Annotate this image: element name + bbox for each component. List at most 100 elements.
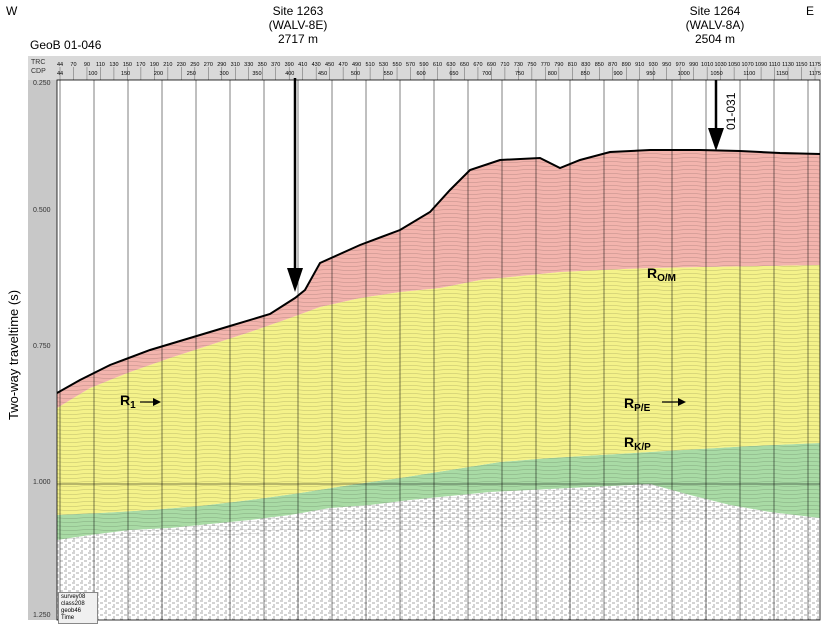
trc-tick-label: 150 (123, 62, 132, 68)
line-id: GeoB 01-046 (30, 38, 102, 52)
y-tick-0500: 0.500 (33, 207, 51, 214)
trc-tick-label: 550 (392, 62, 401, 68)
cdp-tick-label: 500 (351, 71, 360, 77)
trc-tick-label: 330 (244, 62, 253, 68)
trc-tick-label: 730 (514, 62, 523, 68)
trc-tick-label: 670 (473, 62, 482, 68)
site-1264-name: Site 1264 (689, 4, 741, 18)
trc-tick-label: 390 (285, 62, 294, 68)
trc-tick-label: 350 (258, 62, 267, 68)
y-tick-0750: 0.750 (33, 343, 51, 350)
reflector-rom: RO/M (647, 265, 677, 284)
trc-tick-label: 590 (419, 62, 428, 68)
trc-tick-label: 190 (150, 62, 159, 68)
trc-tick-label: 650 (460, 62, 469, 68)
trc-tick-label: 250 (190, 62, 199, 68)
cdp-tick-label: 150 (121, 71, 130, 77)
panel-frame (56, 79, 821, 621)
trc-tick-label: 710 (500, 62, 509, 68)
site-1263-well: (WALV-8E) (268, 18, 328, 32)
cdp-tick-label: 1100 (743, 71, 755, 77)
seafloor-reflector (57, 149, 820, 394)
corner-legend: survey08 class208 geob46 Time (58, 592, 98, 624)
trc-tick-label: 850 (595, 62, 604, 68)
cdp-label: CDP (31, 68, 46, 75)
cdp-tick-label: 450 (318, 71, 327, 77)
site-1264-header: Site 1264 (WALV-8A) 2504 m (675, 4, 755, 46)
y-tick-0250: 0.250 (33, 80, 51, 87)
trace-header-bar (28, 56, 821, 80)
y-tick-1250: 1.250 (33, 612, 51, 619)
trc-tick-label: 270 (204, 62, 213, 68)
trc-tick-label: 570 (406, 62, 415, 68)
trc-tick-label: 450 (325, 62, 334, 68)
cdp-tick-label: 44 (57, 71, 63, 77)
trc-tick-label: 970 (676, 62, 685, 68)
reflector-rpe: RP/E (624, 395, 651, 414)
trc-tick-label: 210 (163, 62, 172, 68)
crossing-line-label: 01-031 (724, 92, 738, 130)
cdp-tick-label: 300 (220, 71, 229, 77)
trc-tick-label: 44 (57, 62, 63, 68)
trc-tick-label: 530 (379, 62, 388, 68)
legend-line-3: geob46 (61, 608, 82, 614)
trc-tick-label: 690 (487, 62, 496, 68)
cdp-tick-label: 350 (252, 71, 261, 77)
cdp-tick-label: 750 (515, 71, 524, 77)
trc-tick-label: 990 (689, 62, 698, 68)
cdp-tick-label: 1050 (710, 71, 722, 77)
cdp-tick-label: 1000 (678, 71, 690, 77)
header-ticks: 44 70 90 110 130 150 170 190 210 230 250 270 290 310 3… (57, 62, 821, 80)
rpe-arrowhead (678, 398, 686, 406)
trc-tick-label: 130 (109, 62, 118, 68)
west-label: W (6, 4, 18, 18)
trc-tick-label: 1090 (755, 62, 767, 68)
trc-tick-label: 870 (608, 62, 617, 68)
trc-tick-label: 1010 (701, 62, 713, 68)
site-1264-arrowhead (708, 128, 724, 151)
trc-tick-label: 1050 (728, 62, 740, 68)
trc-tick-label: 310 (231, 62, 240, 68)
cdp-tick-label: 950 (646, 71, 655, 77)
trc-tick-label: 110 (96, 62, 105, 68)
site-1263-arrowhead (287, 268, 303, 292)
cdp-tick-label: 250 (187, 71, 196, 77)
trc-tick-label: 830 (581, 62, 590, 68)
trc-label: TRC (31, 59, 46, 66)
trc-tick-label: 630 (446, 62, 455, 68)
reflector-rkp: RK/P (624, 434, 651, 453)
cdp-tick-label: 600 (416, 71, 425, 77)
legend-line-1: survey08 (61, 594, 86, 600)
cdp-tick-label: 550 (384, 71, 393, 77)
cdp-tick-label: 800 (548, 71, 557, 77)
cdp-tick-label: 200 (154, 71, 163, 77)
legend-line-2: class208 (61, 601, 85, 607)
trc-tick-label: 510 (365, 62, 374, 68)
cdp-tick-label: 650 (449, 71, 458, 77)
trc-tick-label: 70 (70, 62, 76, 68)
trc-tick-label: 1130 (782, 62, 794, 68)
reflector-r1: R1 (120, 392, 136, 411)
trc-tick-label: 810 (568, 62, 577, 68)
trc-tick-label: 1070 (741, 62, 753, 68)
cdp-tick-label: 900 (613, 71, 622, 77)
trc-tick-label: 170 (136, 62, 145, 68)
cdp-tick-label: 700 (482, 71, 491, 77)
site-1263-name: Site 1263 (272, 4, 324, 18)
trc-tick-label: 790 (554, 62, 563, 68)
y-axis-label: Two-way traveltime (s) (6, 289, 21, 420)
trc-tick-label: 490 (352, 62, 361, 68)
trc-tick-label: 410 (298, 62, 307, 68)
r1-arrowhead (153, 398, 161, 406)
trc-tick-label: 230 (177, 62, 186, 68)
time-axis-bar (28, 80, 57, 620)
site-1263-header: Site 1263 (WALV-8E) 2717 m (258, 4, 338, 46)
site-1263-depth: 2717 m (277, 32, 319, 46)
site-1264-well: (WALV-8A) (685, 18, 745, 32)
cdp-tick-label: 850 (581, 71, 590, 77)
strata-texture (57, 150, 820, 540)
legend-line-4: Time (61, 615, 75, 621)
trc-tick-label: 910 (635, 62, 644, 68)
cdp-tick-label: 1175 (809, 71, 821, 77)
